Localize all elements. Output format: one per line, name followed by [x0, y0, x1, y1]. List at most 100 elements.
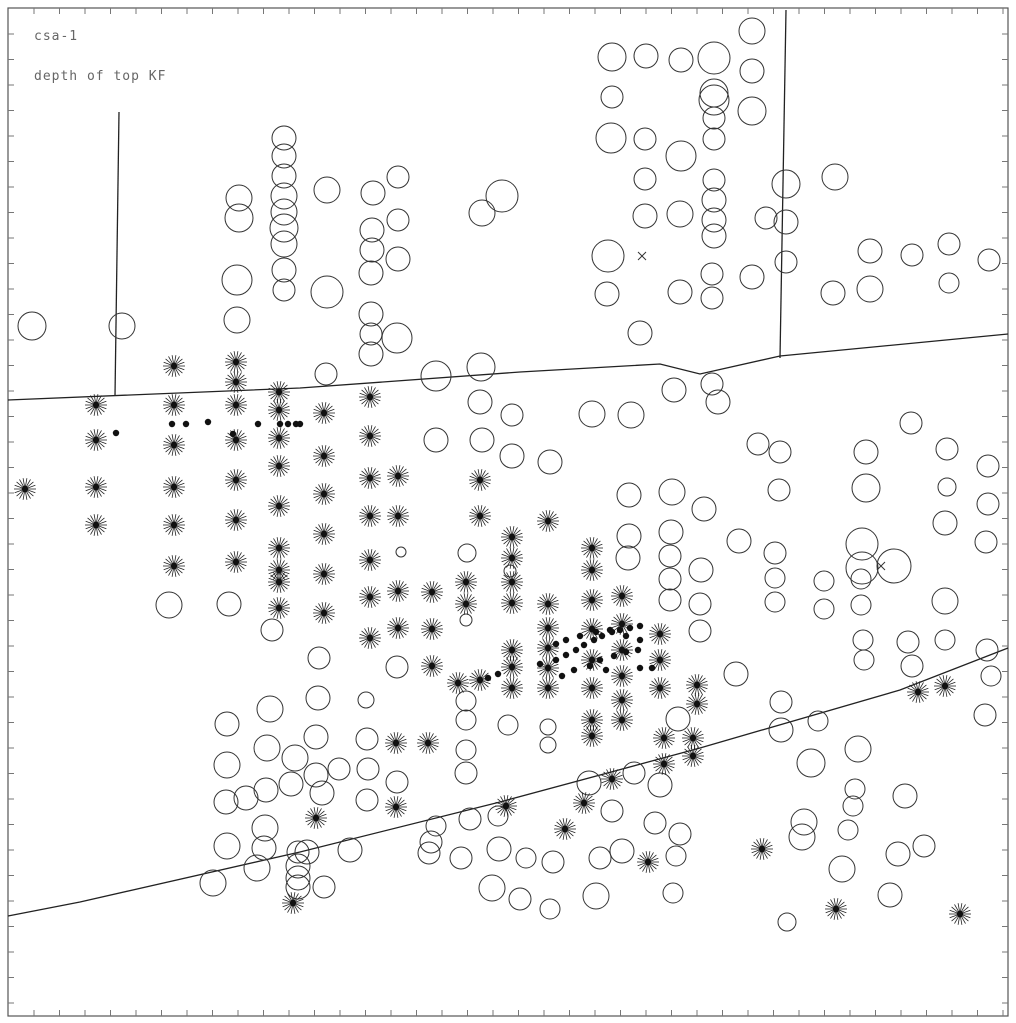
well-circle — [932, 510, 958, 536]
star-center — [394, 624, 402, 632]
well-circle — [541, 850, 565, 874]
well-circle — [813, 570, 835, 592]
well-circle — [627, 320, 653, 346]
well-circle — [417, 841, 441, 865]
well-cross — [637, 251, 647, 261]
well-star — [268, 381, 290, 403]
well-star — [611, 613, 633, 635]
well-dot — [558, 672, 566, 680]
well-circle — [976, 454, 1000, 478]
well-circle — [820, 280, 846, 306]
well-circle — [633, 43, 659, 69]
well-circle — [588, 846, 612, 870]
star-center — [832, 905, 840, 913]
well-circle — [497, 714, 519, 736]
well-circle — [937, 477, 957, 497]
well-circle — [844, 778, 866, 800]
star-center — [544, 664, 552, 672]
well-circle — [658, 588, 682, 612]
well-circle — [271, 125, 297, 151]
star-center — [170, 483, 178, 491]
star-center — [170, 362, 178, 370]
well-circle — [691, 496, 717, 522]
star-center — [275, 502, 283, 510]
well-dot — [648, 664, 656, 672]
well-dot — [580, 641, 588, 649]
well-circle — [701, 187, 727, 213]
well-circle — [632, 203, 658, 229]
well-circle — [622, 761, 646, 785]
well-circle — [845, 551, 879, 585]
well-circle — [658, 544, 682, 568]
well-star — [359, 425, 381, 447]
well-circle — [702, 106, 726, 130]
well-star — [649, 623, 671, 645]
well-circle — [256, 695, 284, 723]
well-dot — [602, 666, 610, 674]
star-center — [462, 600, 470, 608]
well-circle — [213, 789, 239, 815]
well-circle — [467, 389, 493, 415]
well-star — [225, 394, 247, 416]
star-center — [588, 684, 596, 692]
well-dot — [182, 420, 190, 428]
well-star — [825, 898, 847, 920]
well-circle — [360, 180, 386, 206]
well-circle — [768, 717, 794, 743]
well-star — [313, 523, 335, 545]
well-circle — [788, 823, 816, 851]
well-circle — [466, 352, 496, 382]
star-center — [320, 490, 328, 498]
well-circle — [892, 783, 918, 809]
well-circle — [455, 690, 477, 712]
well-star — [359, 467, 381, 489]
well-circle — [768, 440, 792, 464]
well-circle — [739, 264, 765, 290]
well-dot — [636, 622, 644, 630]
well-star — [501, 526, 523, 548]
well-circle — [790, 808, 818, 836]
well-circle — [688, 557, 714, 583]
well-circle — [253, 734, 281, 762]
star-center — [693, 700, 701, 708]
star-center — [508, 533, 516, 541]
star-center — [618, 672, 626, 680]
star-center — [462, 578, 470, 586]
well-circle — [253, 777, 279, 803]
star-center — [92, 401, 100, 409]
well-star — [305, 807, 327, 829]
well-dot — [562, 651, 570, 659]
well-circle — [213, 832, 241, 860]
well-star — [537, 617, 559, 639]
well-circle — [359, 217, 385, 243]
well-circle — [357, 691, 375, 709]
star-center — [508, 599, 516, 607]
star-center — [320, 409, 328, 417]
well-star — [85, 514, 107, 536]
well-circle — [665, 845, 687, 867]
well-circle — [764, 567, 786, 589]
well-circle — [702, 168, 726, 192]
star-center — [170, 401, 178, 409]
well-circle — [935, 437, 959, 461]
well-star — [385, 796, 407, 818]
well-circle — [746, 432, 770, 456]
well-circle — [213, 751, 241, 779]
well-star — [653, 753, 675, 775]
well-circle — [844, 735, 872, 763]
well-circle — [269, 213, 299, 243]
star-center — [508, 578, 516, 586]
well-circle — [233, 785, 259, 811]
well-circle — [307, 646, 331, 670]
well-star — [225, 551, 247, 573]
well-circle — [850, 594, 872, 616]
well-circle — [199, 869, 227, 897]
well-dot — [229, 430, 237, 438]
well-circle — [767, 478, 791, 502]
well-star — [225, 371, 247, 393]
well-circle — [281, 744, 309, 772]
well-circle — [771, 169, 801, 199]
star-center — [275, 604, 283, 612]
well-circle — [214, 711, 240, 737]
well-circle — [270, 230, 298, 258]
